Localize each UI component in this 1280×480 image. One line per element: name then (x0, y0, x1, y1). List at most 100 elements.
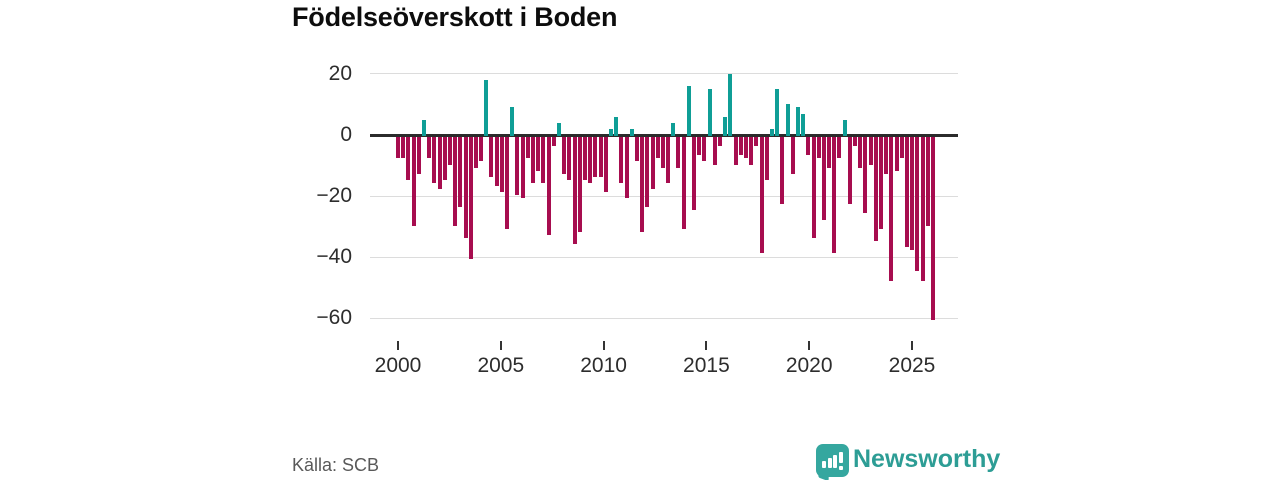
bar (795, 107, 800, 136)
source-label: Källa: SCB (292, 455, 380, 475)
bar (603, 137, 608, 192)
y-tick-label: −60 (316, 306, 352, 330)
bar (873, 137, 878, 241)
bar (676, 137, 681, 168)
bar (577, 137, 582, 232)
bar (551, 137, 556, 147)
x-tick-label: 2005 (477, 354, 525, 377)
bar (749, 137, 754, 165)
bar (801, 113, 806, 136)
y-tick-label: 0 (340, 123, 352, 146)
bar (427, 137, 432, 159)
bar (832, 137, 837, 254)
bar (531, 137, 536, 183)
bar (697, 137, 702, 156)
bar (879, 137, 884, 229)
bar (847, 137, 852, 205)
zero-axis-line (370, 133, 958, 137)
bar (432, 137, 437, 183)
bar (593, 137, 598, 177)
bar (681, 137, 686, 229)
bar (920, 137, 925, 281)
bar (775, 89, 780, 136)
bar (889, 137, 894, 281)
bar (905, 137, 909, 248)
bar (557, 122, 561, 136)
logo-exclamation (838, 452, 843, 463)
x-tick-mark (499, 341, 502, 350)
bar (447, 137, 452, 165)
bar (505, 137, 510, 229)
bar (494, 137, 499, 186)
bar (692, 137, 697, 211)
bar (484, 79, 489, 136)
bar (754, 137, 759, 147)
logo-bar (822, 461, 826, 468)
bar (416, 137, 421, 174)
bar (785, 104, 790, 136)
bar (718, 137, 723, 147)
y-tick-label: −20 (316, 184, 352, 208)
bar (816, 137, 821, 159)
gridline (370, 317, 958, 319)
logo-bar (833, 455, 837, 468)
bar (473, 137, 478, 168)
bar (743, 137, 748, 159)
bar (868, 137, 873, 165)
gridline (370, 256, 958, 258)
bar (567, 137, 572, 180)
bar (624, 137, 629, 199)
x-tick-label: 2015 (683, 354, 730, 377)
x-tick-mark (911, 341, 913, 350)
bar (582, 137, 587, 180)
bar (899, 137, 904, 159)
bar (541, 137, 546, 183)
x-tick-label: 2000 (374, 354, 422, 377)
bar (821, 137, 826, 220)
bar (536, 137, 541, 171)
bar (858, 137, 863, 168)
x-tick-label: 2010 (580, 354, 627, 377)
bar (769, 128, 774, 136)
bar (614, 116, 619, 136)
bar (598, 137, 603, 177)
bar (655, 137, 660, 159)
bar (629, 128, 634, 136)
x-tick-label: 2025 (888, 354, 936, 377)
bar (811, 137, 816, 238)
bar (510, 107, 515, 136)
bar (738, 137, 743, 156)
bar (499, 137, 504, 192)
bar (489, 137, 494, 177)
bar (915, 137, 920, 272)
bar (406, 137, 411, 180)
chart-title: Födelseöverskott i Boden (292, 2, 618, 32)
bar (468, 137, 473, 260)
plot-area: 2000 2005 2010 2015 2020 2025 (370, 60, 958, 377)
logo-bar (827, 458, 832, 468)
bar (401, 137, 406, 159)
gridline (370, 195, 958, 197)
bar (863, 137, 868, 214)
bar (442, 137, 447, 180)
bar (463, 137, 468, 238)
bar-chart-speech-bubble-icon (816, 444, 849, 477)
bar (723, 116, 728, 136)
bar (520, 137, 525, 199)
bar (546, 137, 551, 235)
bar (608, 128, 613, 136)
bar (806, 137, 811, 156)
bar (686, 86, 691, 136)
bar (437, 137, 442, 189)
bar (910, 137, 915, 251)
y-tick-label: 20 (328, 61, 352, 85)
bar (660, 137, 665, 168)
x-tick-mark (705, 341, 708, 350)
y-tick-label: −40 (316, 245, 352, 269)
bar (925, 137, 930, 226)
bar (453, 137, 458, 226)
bar (479, 137, 484, 162)
logo-exclamation-dot (838, 465, 843, 470)
x-tick-label: 2020 (785, 354, 833, 377)
